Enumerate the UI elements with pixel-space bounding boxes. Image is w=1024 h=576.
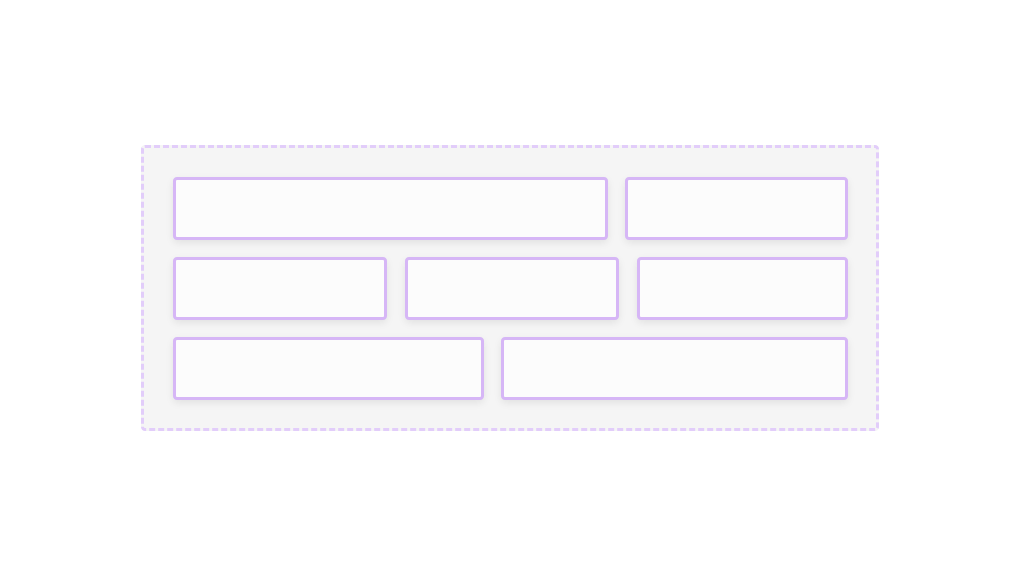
layout-box-row2-left [173,257,387,320]
layout-box-row3-right [501,337,848,400]
layout-box-row3-left [173,337,484,400]
layout-box-row1-narrow [625,177,848,240]
layout-box-row1-wide [173,177,608,240]
layout-box-row2-middle [405,257,619,320]
layout-box-row2-right [637,257,848,320]
